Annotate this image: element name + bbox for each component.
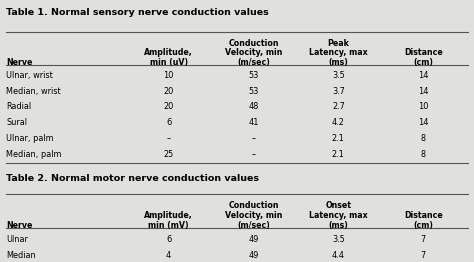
- Text: Nerve: Nerve: [6, 221, 33, 230]
- Text: Conduction: Conduction: [228, 201, 279, 210]
- Text: Table 2. Normal motor nerve conduction values: Table 2. Normal motor nerve conduction v…: [6, 174, 259, 183]
- Text: 4.4: 4.4: [332, 251, 345, 260]
- Text: Median: Median: [6, 251, 36, 260]
- Text: 2.1: 2.1: [332, 134, 345, 143]
- Text: 49: 49: [248, 235, 259, 244]
- Text: 20: 20: [164, 102, 174, 111]
- Text: –: –: [251, 150, 255, 159]
- Text: 2.7: 2.7: [332, 102, 345, 111]
- Text: Amplitude,: Amplitude,: [144, 211, 193, 220]
- Text: (m/sec): (m/sec): [237, 221, 270, 230]
- Text: 10: 10: [418, 102, 428, 111]
- Text: 3.5: 3.5: [332, 235, 345, 244]
- Text: 25: 25: [164, 150, 174, 159]
- Text: 2.1: 2.1: [332, 150, 345, 159]
- Text: (m/sec): (m/sec): [237, 58, 270, 67]
- Text: 3.5: 3.5: [332, 71, 345, 80]
- Text: 20: 20: [164, 87, 174, 96]
- Text: 8: 8: [420, 150, 426, 159]
- Text: 53: 53: [248, 87, 259, 96]
- Text: 6: 6: [166, 235, 171, 244]
- Text: Amplitude,: Amplitude,: [144, 48, 193, 57]
- Text: Table 1. Normal sensory nerve conduction values: Table 1. Normal sensory nerve conduction…: [6, 8, 269, 17]
- Text: Ulnar, palm: Ulnar, palm: [6, 134, 54, 143]
- Text: Nerve: Nerve: [6, 58, 33, 67]
- Text: 49: 49: [248, 251, 259, 260]
- Text: Conduction: Conduction: [228, 39, 279, 48]
- Text: –: –: [166, 134, 171, 143]
- Text: 6: 6: [166, 118, 171, 127]
- Text: 14: 14: [418, 87, 428, 96]
- Text: 4.2: 4.2: [332, 118, 345, 127]
- Text: 14: 14: [418, 71, 428, 80]
- Text: Latency, max: Latency, max: [309, 48, 368, 57]
- Text: Median, palm: Median, palm: [6, 150, 62, 159]
- Text: 4: 4: [166, 251, 171, 260]
- Text: Distance: Distance: [404, 211, 443, 220]
- Text: (cm): (cm): [413, 58, 433, 67]
- Text: Median, wrist: Median, wrist: [6, 87, 61, 96]
- Text: 41: 41: [248, 118, 259, 127]
- Text: Onset: Onset: [325, 201, 351, 210]
- Text: 14: 14: [418, 118, 428, 127]
- Text: (ms): (ms): [328, 221, 348, 230]
- Text: (cm): (cm): [413, 221, 433, 230]
- Text: Sural: Sural: [6, 118, 27, 127]
- Text: Peak: Peak: [328, 39, 349, 48]
- Text: 3.7: 3.7: [332, 87, 345, 96]
- Text: Distance: Distance: [404, 48, 443, 57]
- Text: Ulnar, wrist: Ulnar, wrist: [6, 71, 53, 80]
- Text: min (mV): min (mV): [148, 221, 189, 230]
- Text: Ulnar: Ulnar: [6, 235, 28, 244]
- Text: 8: 8: [420, 134, 426, 143]
- Text: Velocity, min: Velocity, min: [225, 211, 282, 220]
- Text: Radial: Radial: [6, 102, 31, 111]
- Text: 53: 53: [248, 71, 259, 80]
- Text: (ms): (ms): [328, 58, 348, 67]
- Text: Velocity, min: Velocity, min: [225, 48, 282, 57]
- Text: 7: 7: [420, 251, 426, 260]
- Text: 7: 7: [420, 235, 426, 244]
- Text: –: –: [251, 134, 255, 143]
- Text: 10: 10: [164, 71, 174, 80]
- Text: Latency, max: Latency, max: [309, 211, 368, 220]
- Text: 48: 48: [248, 102, 259, 111]
- Text: min (uV): min (uV): [150, 58, 188, 67]
